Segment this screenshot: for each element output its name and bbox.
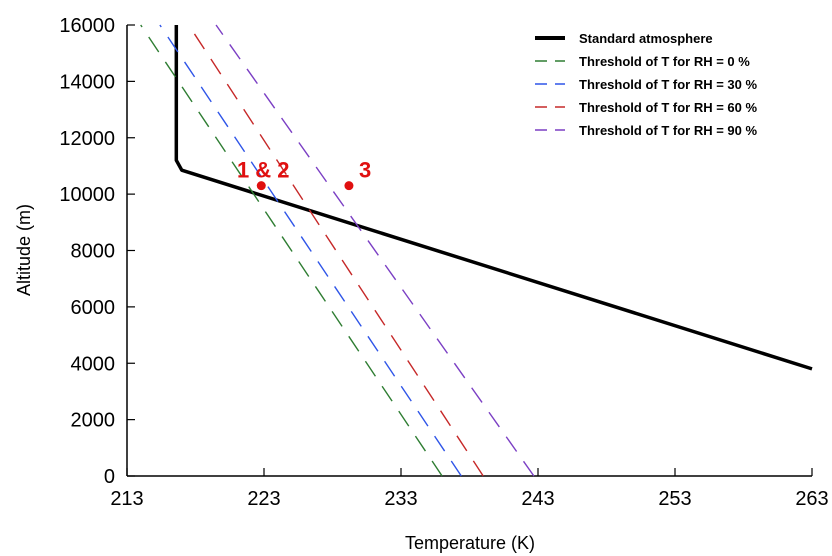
- legend: Standard atmosphere Threshold of T for RH…: [535, 31, 757, 138]
- x-tick-label: 253: [658, 488, 691, 510]
- series-line-1: [140, 24, 443, 477]
- legend-label-0: Standard atmosphere: [579, 31, 713, 46]
- y-tick-label: 10000: [59, 184, 115, 206]
- y-tick-label: 6000: [71, 297, 116, 319]
- annotation-point-0: [256, 181, 266, 191]
- annotation-point-1: [344, 181, 354, 191]
- x-tick-label: 243: [521, 488, 554, 510]
- legend-label-3: Threshold of T for RH = 60 %: [579, 100, 757, 115]
- series-line-4: [215, 24, 535, 477]
- y-tick-label: 16000: [59, 15, 115, 37]
- legend-label-4: Threshold of T for RH = 90 %: [579, 123, 757, 138]
- annotation-label-1: 3: [359, 158, 371, 183]
- x-tick-label: 233: [384, 488, 417, 510]
- x-tick-label: 213: [110, 488, 143, 510]
- y-tick-label: 8000: [71, 241, 116, 263]
- x-tick-label: 263: [795, 488, 828, 510]
- legend-label-1: Threshold of T for RH = 0 %: [579, 54, 750, 69]
- x-axis-title: Temperature (K): [405, 533, 535, 553]
- y-tick-label: 12000: [59, 128, 115, 150]
- x-tick-label: 223: [247, 488, 280, 510]
- annotations: 1 & 2 3: [237, 158, 371, 191]
- y-axis-title: Altitude (m): [14, 204, 34, 296]
- legend-label-2: Threshold of T for RH = 30 %: [579, 77, 757, 92]
- y-tick-label: 14000: [59, 71, 115, 93]
- series-line-0: [174, 25, 813, 371]
- axes: 0 2000 4000 6000 8000 10000 12000 14000 16000 213…: [59, 15, 828, 510]
- y-tick-label: 4000: [71, 353, 116, 375]
- annotation-label-0: 1 & 2: [237, 158, 290, 183]
- series-line-2: [159, 24, 462, 477]
- y-tick-label: 0: [104, 466, 115, 488]
- y-tick-label: 2000: [71, 410, 116, 432]
- series-lines: [140, 24, 813, 477]
